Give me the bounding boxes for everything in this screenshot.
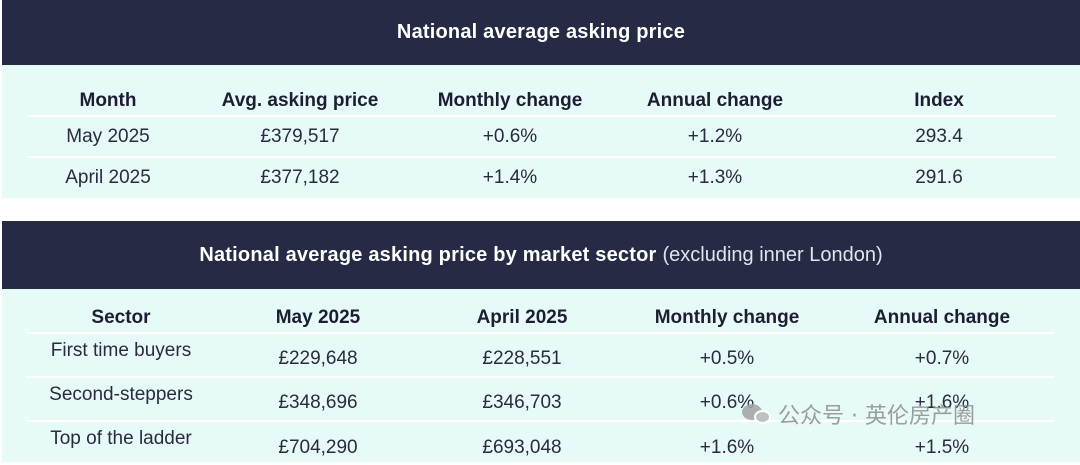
market-sector-title: National average asking price by market … [199,243,657,266]
cell-month: May 2025 [66,125,150,147]
watermark: 公众号 · 英伦房产圈 [742,398,975,430]
cell-april-2025: £346,703 [482,392,562,413]
cell-monthly-change: +0.6% [699,392,755,413]
cell-may-2025: £704,290 [278,437,358,458]
cell-index: 293.4 [915,125,963,147]
table-row: May 2025 £379,517 +0.6% +1.2% 293.4 [28,116,1056,157]
cell-annual-change: +1.3% [687,167,743,188]
market-sector-title-bar: National average asking price by market … [2,221,1080,289]
cell-annual-change: +1.5% [914,437,970,458]
header-april-2025: April 2025 [476,306,568,328]
table-header-row: Month Avg. asking price Monthly change A… [28,86,1056,116]
cell-monthly-change: +1.4% [482,167,538,188]
wechat-icon [742,402,772,426]
table-row: April 2025 £377,182 +1.4% +1.3% 291.6 [28,157,1056,198]
header-monthly-change: Monthly change [654,306,800,328]
cell-may-2025: £229,648 [278,348,358,369]
cell-month: April 2025 [65,167,151,188]
cell-sector: First time buyers [50,340,192,361]
cell-index: 291.6 [915,167,963,188]
market-sector-title-note: (excluding inner London) [662,243,883,266]
cell-april-2025: £693,048 [482,437,562,458]
cell-annual-change: +1.2% [687,125,743,147]
header-annual-change: Annual change [646,89,784,111]
market-sector-table: Sector May 2025 April 2025 Monthly chang… [26,303,1054,465]
cell-annual-change: +0.7% [914,348,970,369]
cell-april-2025: £228,551 [482,348,562,369]
cell-sector: Second-steppers [49,384,193,405]
header-index: Index [914,89,964,111]
cell-monthly-change: +0.5% [699,348,755,369]
cell-annual-change: +1.6% [914,392,970,413]
cell-may-2025: £348,696 [278,392,358,413]
header-sector: Sector [91,306,151,328]
national-price-panel: National average asking price [2,0,1080,198]
header-avg-asking-price: Avg. asking price [221,89,379,111]
header-monthly-change: Monthly change [437,89,583,111]
table-row: Top of the ladder £704,290 £693,048 +1.6… [26,421,1054,465]
cell-avg-asking-price: £379,517 [260,125,340,147]
cell-monthly-change: +1.6% [699,437,755,458]
watermark-text: 公众号 · 英伦房产圈 [778,404,975,429]
market-sector-panel: National average asking price by market … [2,221,1080,462]
national-price-title-bar: National average asking price [2,0,1080,65]
cell-avg-asking-price: £377,182 [260,167,340,188]
header-may-2025: May 2025 [275,306,361,328]
header-month: Month [79,89,137,111]
cell-sector: Top of the ladder [50,428,192,449]
national-price-title: National average asking price [396,21,686,43]
table-header-row: Sector May 2025 April 2025 Monthly chang… [26,303,1054,333]
cell-monthly-change: +0.6% [482,125,538,147]
header-annual-change: Annual change [873,306,1011,328]
table-row: First time buyers £229,648 £228,551 +0.5… [26,333,1054,377]
national-price-table: Month Avg. asking price Monthly change A… [28,86,1056,198]
table-row: Second-steppers £348,696 £346,703 +0.6% … [26,377,1054,421]
